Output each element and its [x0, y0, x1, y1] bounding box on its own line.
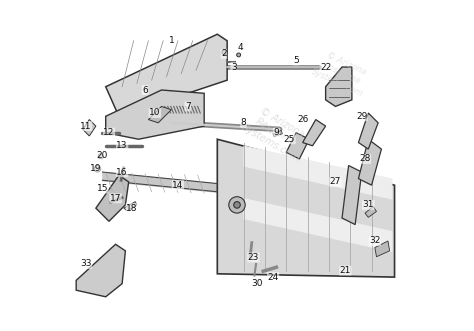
Text: 10: 10: [149, 109, 161, 118]
Text: 24: 24: [267, 273, 279, 282]
Text: 5: 5: [293, 56, 299, 65]
Text: 20: 20: [97, 151, 108, 160]
Text: 15: 15: [97, 184, 108, 193]
Circle shape: [94, 166, 101, 172]
Text: 4: 4: [237, 43, 243, 52]
Text: 22: 22: [320, 63, 331, 71]
Circle shape: [234, 202, 240, 208]
Polygon shape: [375, 241, 390, 257]
Polygon shape: [106, 34, 227, 116]
Circle shape: [222, 50, 227, 55]
Polygon shape: [124, 202, 137, 211]
Text: 13: 13: [117, 141, 128, 150]
Polygon shape: [273, 131, 283, 137]
Polygon shape: [342, 166, 362, 224]
Polygon shape: [106, 90, 204, 139]
Text: 2: 2: [221, 49, 227, 58]
Text: 17: 17: [110, 194, 121, 203]
Text: 9: 9: [273, 128, 279, 137]
Text: 3: 3: [231, 63, 237, 71]
Text: 30: 30: [251, 279, 263, 288]
Text: © Arizona
Response
Systems.com: © Arizona Response Systems.com: [240, 102, 313, 164]
Polygon shape: [302, 119, 326, 146]
Text: 33: 33: [80, 260, 92, 268]
Polygon shape: [326, 67, 352, 107]
Polygon shape: [365, 207, 376, 217]
Text: 21: 21: [340, 266, 351, 275]
Text: 25: 25: [284, 135, 295, 144]
Circle shape: [98, 154, 103, 159]
Text: 11: 11: [80, 121, 92, 131]
Text: 27: 27: [330, 177, 341, 186]
Text: 12: 12: [103, 128, 115, 137]
Text: 8: 8: [241, 118, 246, 127]
Polygon shape: [148, 107, 172, 123]
Polygon shape: [286, 133, 309, 159]
Polygon shape: [358, 139, 382, 185]
Polygon shape: [83, 119, 96, 136]
Text: 28: 28: [359, 155, 371, 164]
Text: 29: 29: [356, 112, 367, 121]
Text: 14: 14: [172, 181, 183, 190]
Text: 16: 16: [117, 167, 128, 176]
Text: 23: 23: [248, 253, 259, 262]
Text: © Arizona
Response
Systems.com: © Arizona Response Systems.com: [310, 48, 374, 99]
Circle shape: [229, 197, 245, 213]
Text: 26: 26: [297, 115, 308, 124]
Text: 32: 32: [369, 236, 381, 246]
Polygon shape: [96, 175, 128, 221]
Text: 19: 19: [90, 164, 101, 173]
Polygon shape: [76, 244, 126, 297]
Text: 7: 7: [185, 102, 191, 111]
Circle shape: [237, 53, 241, 57]
Polygon shape: [217, 139, 394, 277]
Text: 31: 31: [363, 200, 374, 210]
Text: 18: 18: [126, 204, 138, 213]
Polygon shape: [358, 113, 378, 149]
Text: 6: 6: [142, 85, 148, 95]
Text: 1: 1: [168, 36, 174, 45]
